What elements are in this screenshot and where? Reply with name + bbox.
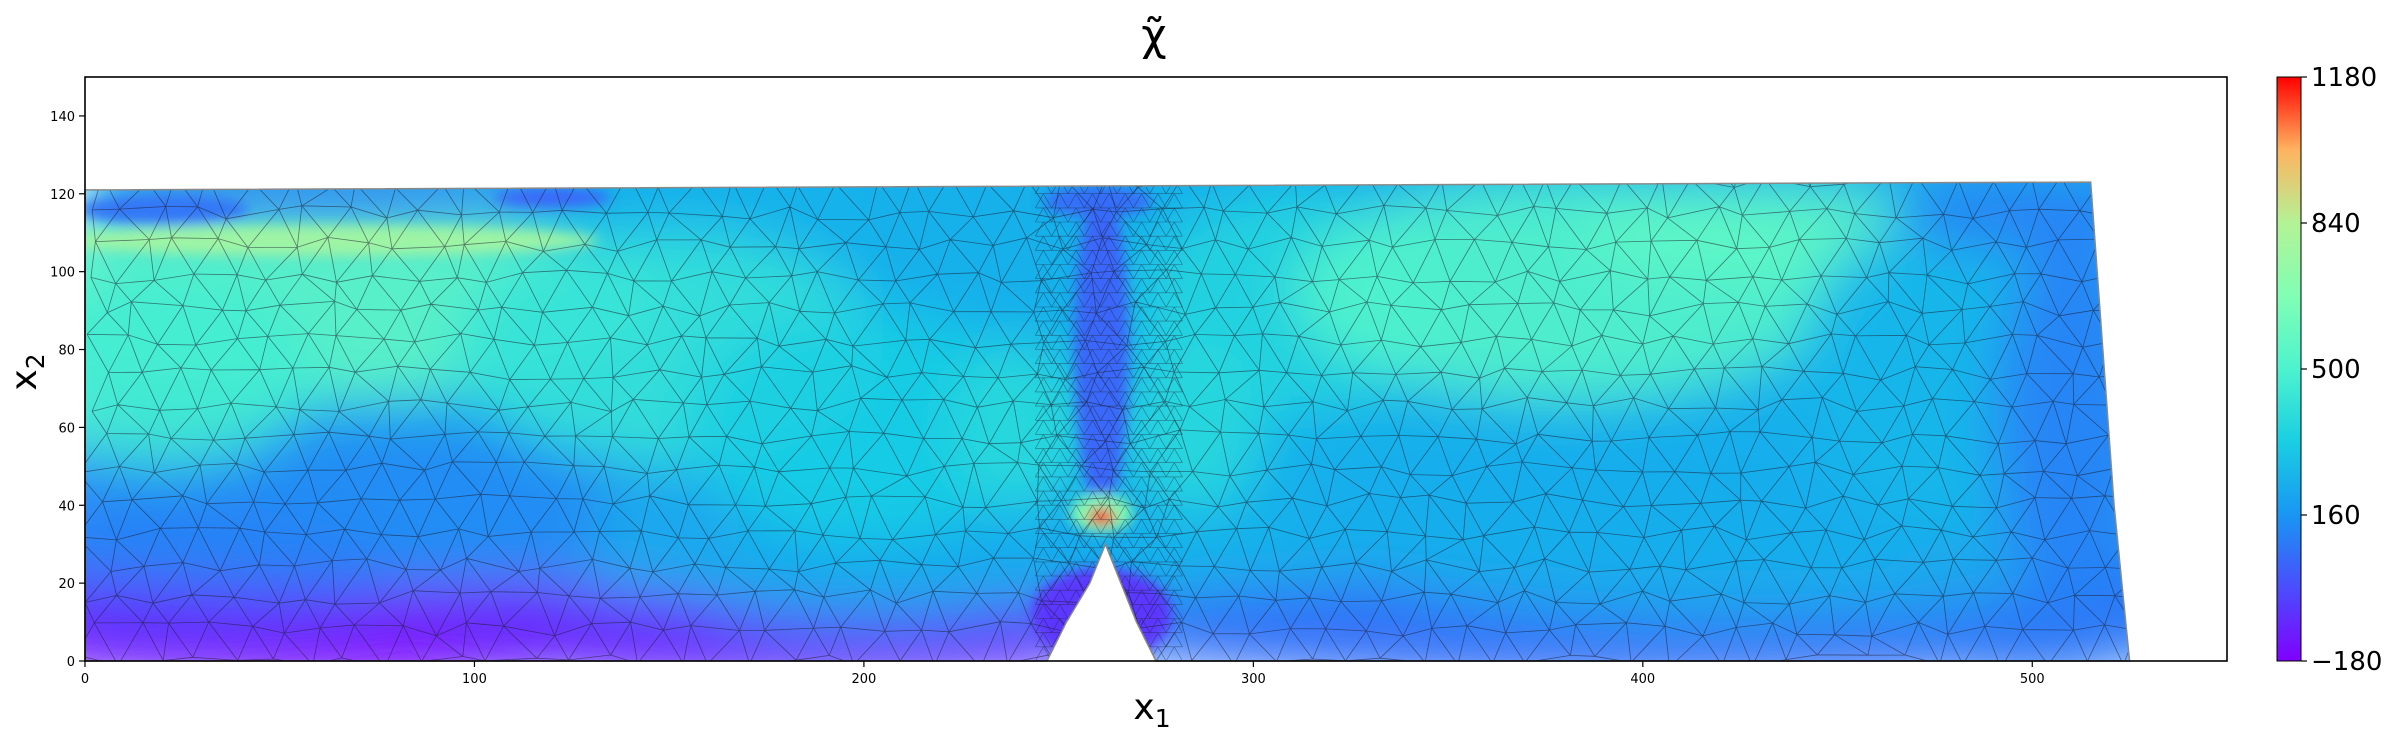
mesh-edges xyxy=(85,182,2130,661)
y-axis-label-main: x xyxy=(4,369,45,390)
y-tick-label: 140 xyxy=(50,110,75,125)
y-axis-ticks: 0 20 40 60 80 100 120 140 xyxy=(50,110,85,670)
y-tick-label: 40 xyxy=(58,499,75,514)
colorbar-tick-label: 160 xyxy=(2311,501,2361,531)
colorbar xyxy=(2276,76,2302,662)
y-tick-label: 80 xyxy=(58,344,75,359)
x-tick-label: 500 xyxy=(2020,672,2045,687)
colorbar-tick-label: 1180 xyxy=(2311,63,2377,93)
y-tick-label: 120 xyxy=(50,188,75,203)
plot-frame xyxy=(84,76,2228,662)
y-axis-label-sub: 2 xyxy=(21,353,50,369)
x-tick-label: 0 xyxy=(81,672,89,687)
x-tick-label: 200 xyxy=(851,672,876,687)
colorbar-ticks: −180 160 500 840 1180 xyxy=(2301,63,2382,677)
x-axis-ticks: 0 100 200 300 400 500 xyxy=(81,661,2045,687)
colorbar-tick-label: 500 xyxy=(2311,355,2361,385)
x-tick-label: 400 xyxy=(1630,672,1655,687)
y-tick-label: 0 xyxy=(67,655,75,670)
y-tick-label: 100 xyxy=(50,266,75,281)
colorbar-tick-label: 840 xyxy=(2311,209,2361,239)
chart-title: χ̃ xyxy=(1141,10,1166,61)
field-heatmap xyxy=(85,182,2130,661)
colorbar-tick-label: −180 xyxy=(2311,647,2382,677)
y-tick-label: 20 xyxy=(58,577,75,592)
x-axis-label: x1 xyxy=(1133,687,1170,733)
y-tick-label: 60 xyxy=(58,421,75,436)
y-axis-label: x2 xyxy=(4,353,50,390)
x-tick-label: 300 xyxy=(1241,672,1266,687)
x-axis-label-sub: 1 xyxy=(1155,704,1171,733)
x-tick-label: 100 xyxy=(462,672,487,687)
x-axis-label-main: x xyxy=(1133,687,1154,728)
domain-outline xyxy=(84,181,2131,662)
